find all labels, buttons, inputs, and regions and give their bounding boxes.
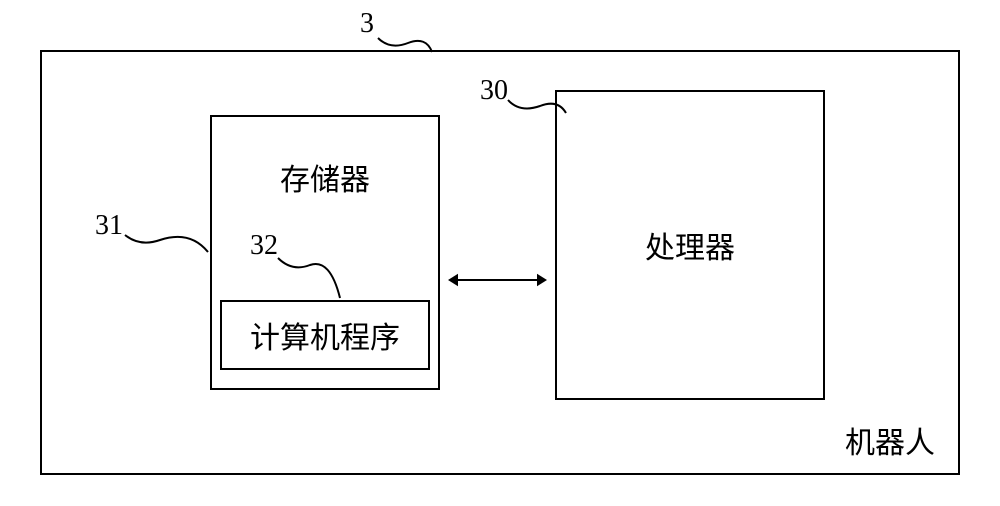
arrow-head-right [537,274,547,287]
arrow-head-left [448,274,458,287]
double-arrow [0,0,1000,506]
